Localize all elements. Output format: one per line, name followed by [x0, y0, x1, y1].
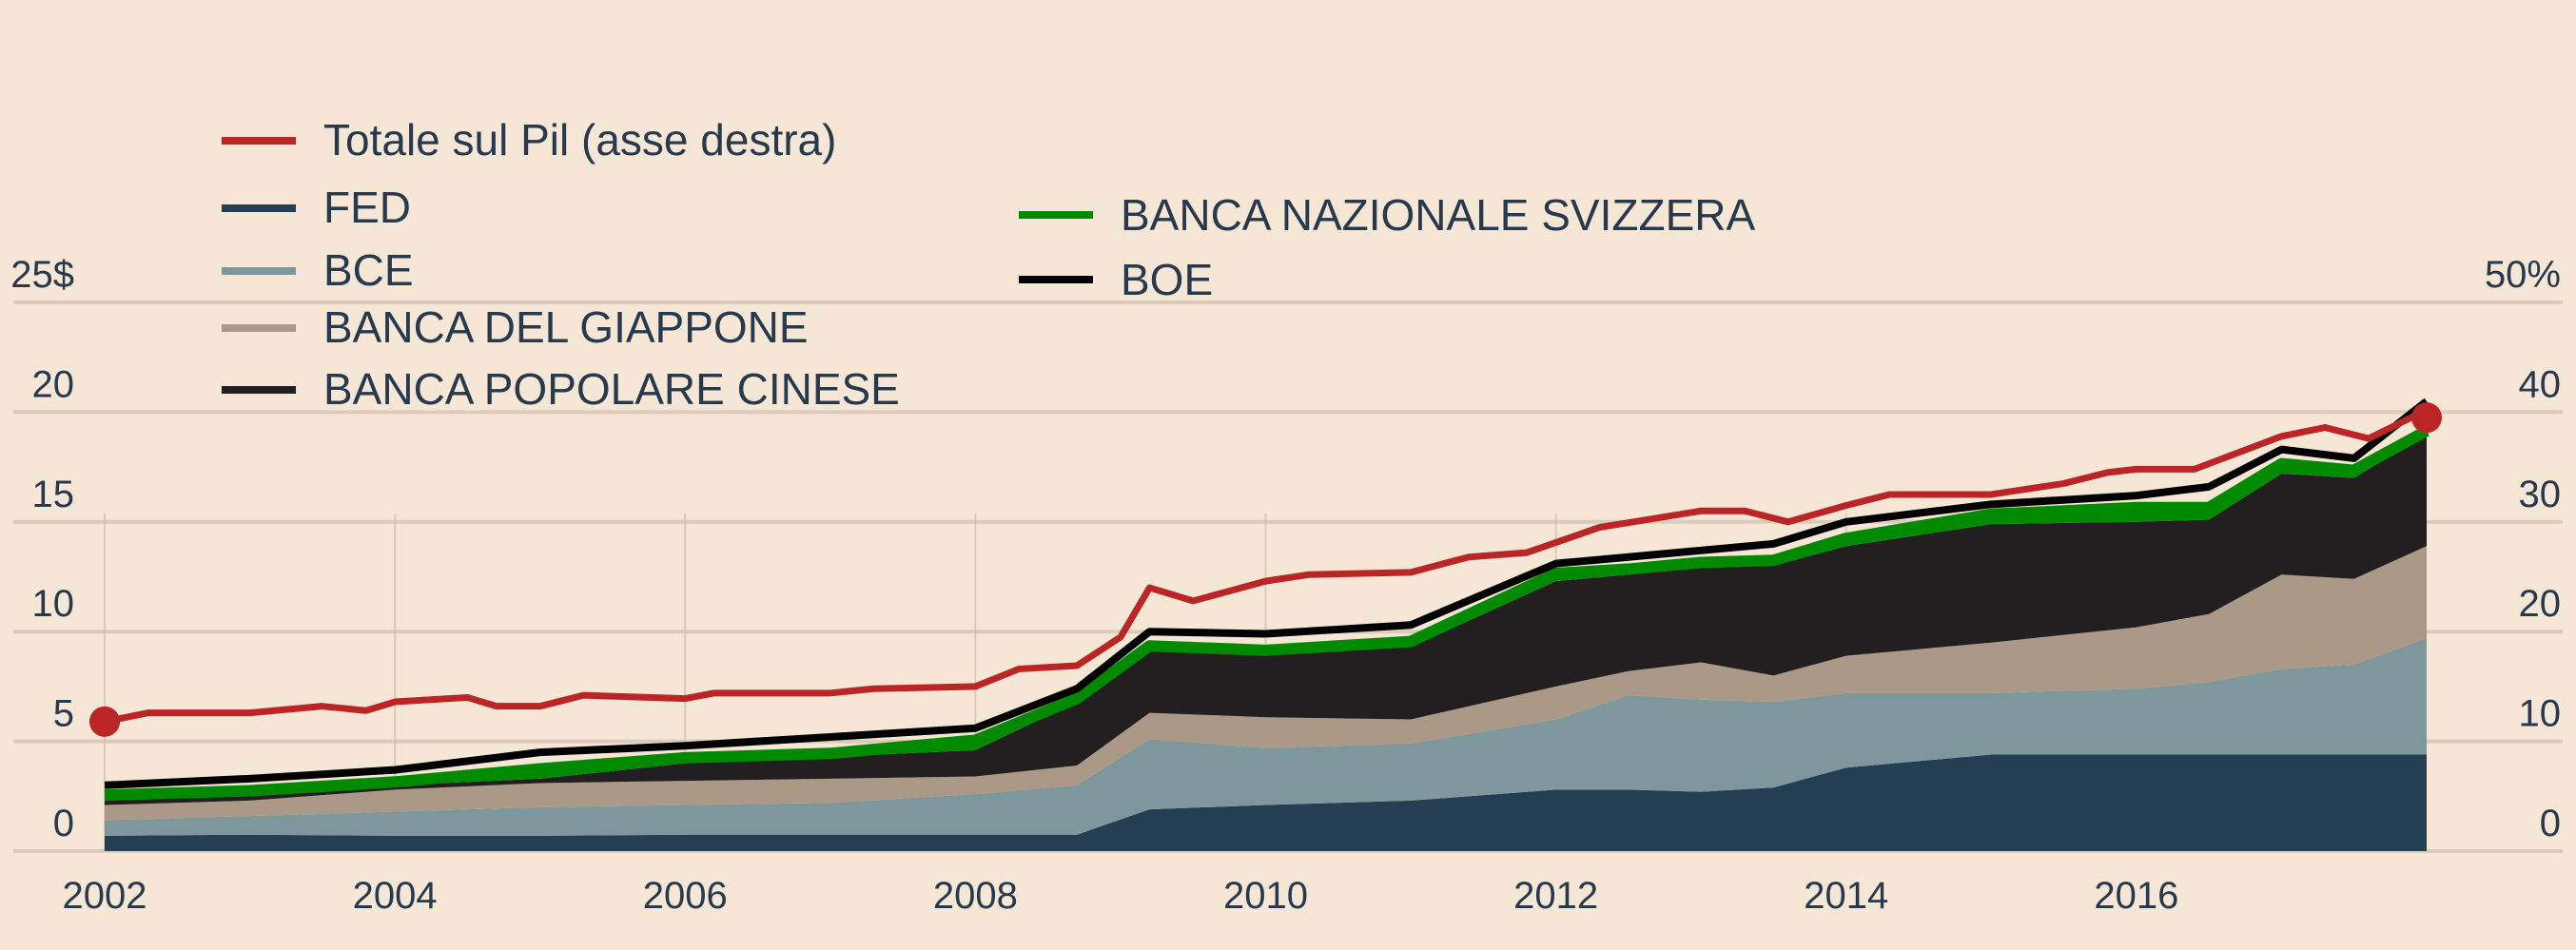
legend-swatch: [222, 137, 296, 145]
y-tick-label-right: 30: [2519, 474, 2562, 515]
stacked-areas: [104, 425, 2430, 851]
x-tick-label: 2010: [1223, 875, 1308, 917]
x-tick-label: 2002: [63, 875, 147, 917]
y-tick-label-left: 15: [32, 474, 75, 515]
series-area-banca-del-giappone: [105, 546, 2427, 821]
x-tick-label: 2012: [1513, 875, 1598, 917]
legend-swatch: [222, 324, 296, 332]
y-tick-label-right: 0: [2540, 803, 2561, 844]
total-start-marker: [89, 706, 120, 737]
x-tick-label: 2008: [933, 875, 1018, 917]
series-area-fed: [105, 754, 2427, 851]
legend-label: BANCA NAZIONALE SVIZZERA: [1121, 190, 1755, 240]
legend-item-boe: BOE: [1019, 255, 1213, 304]
legend-swatch: [222, 386, 296, 394]
x-tick-label: 2004: [353, 875, 438, 917]
legend-item-snb: BANCA NAZIONALE SVIZZERA: [1019, 190, 1755, 240]
legend-item-total: Totale sul Pil (asse destra): [222, 115, 836, 165]
legend-item-pboc: BANCA POPOLARE CINESE: [222, 364, 900, 414]
y-tick-label-right: 50%: [2485, 254, 2561, 296]
legend-label: BANCA POPOLARE CINESE: [323, 364, 900, 414]
total-end-marker: [2411, 402, 2442, 434]
legend-swatch: [222, 267, 296, 275]
legend-label: BCE: [323, 245, 414, 295]
legend-swatch: [1019, 276, 1093, 283]
legend-label: BANCA DEL GIAPPONE: [323, 302, 809, 352]
series-line-boe: [104, 397, 2430, 789]
lines: [89, 397, 2442, 789]
x-tick-label: 2016: [2094, 875, 2178, 917]
axes: 0 0 5 10 10 20 15 30 20 40 25$ 50% 2002 2004 2006 2008 2…: [10, 254, 2561, 917]
y-tick-label-left: 20: [32, 363, 75, 405]
y-tick-label-left: 10: [32, 583, 75, 625]
y-tick-label-left: 0: [53, 803, 74, 844]
legend-item-bce: BCE: [222, 245, 414, 295]
legend: Totale sul Pil (asse destra) FED BCE BAN…: [222, 115, 1755, 414]
y-tick-label-right: 20: [2519, 583, 2562, 625]
legend-label: Totale sul Pil (asse destra): [323, 115, 836, 165]
x-tick-label: 2014: [1804, 875, 1888, 917]
y-tick-label-right: 40: [2519, 363, 2562, 405]
series-area-bce: [105, 638, 2427, 836]
y-tick-label-right: 10: [2519, 693, 2562, 735]
legend-item-boj: BANCA DEL GIAPPONE: [222, 302, 809, 352]
legend-label: BOE: [1121, 255, 1213, 304]
y-tick-label-left: 25$: [10, 254, 74, 296]
y-tick-label-left: 5: [53, 693, 74, 735]
legend-swatch: [1019, 211, 1093, 219]
legend-label: FED: [323, 183, 411, 232]
series-area-banca-popolare-cinese: [105, 434, 2427, 805]
legend-swatch: [222, 204, 296, 212]
total-gdp-line: [104, 406, 2429, 726]
x-tick-label: 2006: [643, 875, 728, 917]
legend-item-fed: FED: [222, 183, 411, 232]
series-edge-banca-nazionale-svizzera: [104, 425, 2430, 802]
